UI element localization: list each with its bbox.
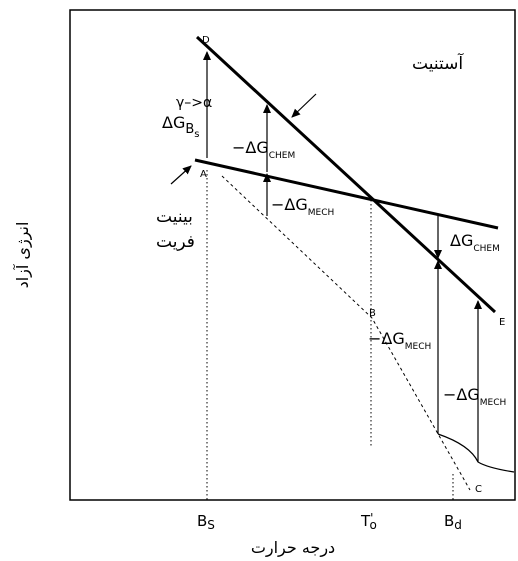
bainite-pointer-arrow	[170, 165, 192, 185]
x-tick-t0: T'o	[360, 511, 377, 532]
dg-chem-left-sub: CHEM	[269, 151, 296, 161]
dg-chem-right-label: ΔGCHEM	[450, 231, 500, 254]
bainite-line	[194, 158, 499, 230]
point-label-d: D	[202, 35, 210, 46]
point-label-b: B	[369, 308, 376, 319]
dg-mech-left-label: −ΔGMECH	[271, 195, 334, 218]
bainite-label-line2: فریت	[156, 232, 195, 252]
dg-bs-subsub: s	[194, 129, 199, 140]
austenite-pointer-arrow	[291, 93, 317, 118]
point-label-c: C	[475, 484, 482, 495]
dg-bs-label: ΔGBs	[162, 113, 199, 140]
dg-mech-right-prefix: −ΔG	[368, 329, 405, 348]
x-tick-bd-sub: d	[454, 518, 462, 532]
dg-mech-far-sub: MECH	[480, 398, 507, 408]
x-tick-bs: BS	[197, 512, 215, 532]
dg-bs-delta: ΔG	[162, 113, 185, 132]
point-label-e: E	[499, 317, 505, 328]
point-label-a: A	[200, 169, 207, 180]
dg-chem-right-prefix: ΔG	[450, 231, 473, 250]
dg-bs-sub: B	[185, 122, 194, 137]
x-tick-t0-main: T	[360, 512, 371, 530]
dashed-line-abc	[221, 175, 471, 491]
dg-mech-far-label: −ΔGMECH	[443, 385, 506, 408]
x-axis-label: درجه حرارت	[251, 538, 335, 558]
dg-chem-right-sub: CHEM	[473, 244, 500, 254]
x-tick-bd-main: B	[444, 512, 454, 530]
x-tick-t0-sub: o	[369, 518, 376, 532]
austenite-label: آستنیت	[412, 52, 464, 74]
bainite-label-line1: بینیت	[156, 207, 193, 227]
y-axis-label: انرژی آزاد	[13, 222, 33, 289]
plot-frame	[69, 9, 516, 501]
x-tick-bd: Bd	[444, 512, 462, 532]
dg-chem-left-label: −ΔGCHEM	[232, 138, 295, 161]
dg-mech-left-sub: MECH	[308, 208, 335, 218]
x-tick-bs-main: B	[197, 512, 207, 530]
dg-chem-left-prefix: −ΔG	[232, 138, 269, 157]
x-tick-t0-prime: '	[370, 511, 373, 525]
dg-mech-right-label: −ΔGMECH	[368, 329, 431, 352]
dg-mech-far-prefix: −ΔG	[443, 385, 480, 404]
dg-mech-left-prefix: −ΔG	[271, 195, 308, 214]
x-tick-bs-sub: S	[207, 518, 215, 532]
dg-bs-sup: γ–>α	[176, 95, 212, 111]
dg-mech-right-sub: MECH	[405, 342, 432, 352]
austenite-line	[195, 35, 497, 314]
